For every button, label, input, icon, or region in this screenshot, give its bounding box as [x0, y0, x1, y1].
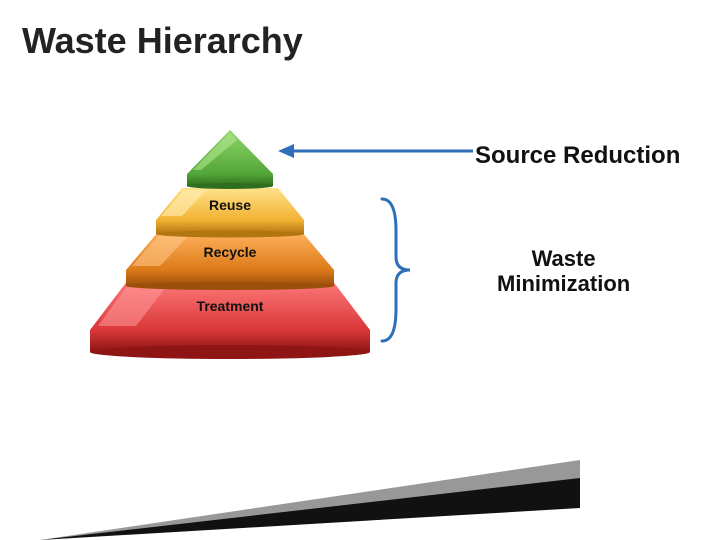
callout-source-reduction: Source Reduction	[475, 142, 680, 170]
waste-min-line1: Waste	[497, 246, 630, 271]
waste-min-line2: Minimization	[497, 271, 630, 296]
pyramid-layer-recycle	[126, 232, 334, 290]
arrow-source-reduction	[278, 136, 478, 166]
pyramid-layer-reuse	[156, 188, 304, 238]
pyramid-label-reuse: Reuse	[209, 197, 251, 213]
brace-waste-minimization	[378, 195, 414, 345]
pyramid-label-treatment: Treatment	[197, 298, 264, 314]
decorative-wedge	[40, 460, 580, 540]
pyramid-label-recycle: Recycle	[204, 244, 257, 260]
pyramid-diagram: Treatment Recycle	[90, 130, 370, 390]
pyramid-layer-treatment	[90, 280, 370, 360]
callout-waste-minimization: Waste Minimization	[497, 246, 630, 297]
pyramid-layer-apex	[187, 130, 273, 190]
page-title: Waste Hierarchy	[22, 20, 303, 62]
